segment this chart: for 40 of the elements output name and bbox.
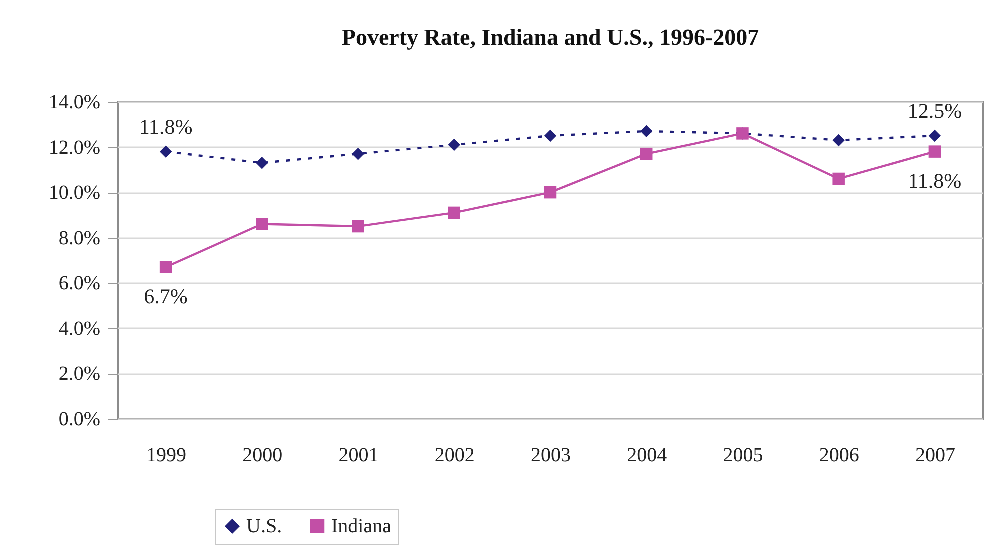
x-tick-label: 2004	[627, 444, 668, 466]
point	[256, 157, 268, 170]
data-label: 11.8%	[908, 168, 962, 193]
y-tick-label: 8.0%	[58, 227, 100, 250]
point	[448, 138, 461, 152]
y-tick-label: 6.0%	[58, 272, 100, 295]
point	[640, 148, 653, 160]
x-tick-label: 2003	[531, 444, 571, 466]
x-tick-label: 2002	[434, 444, 475, 466]
point	[640, 125, 653, 138]
y-tick-label: 14.0%	[48, 92, 100, 114]
y-tick-label: 10.0%	[48, 182, 100, 204]
point	[832, 134, 845, 147]
point	[256, 218, 268, 230]
y-tick-label: 2.0%	[58, 363, 100, 386]
data-label: 11.8%	[139, 114, 193, 139]
point	[448, 206, 461, 220]
point	[160, 146, 172, 158]
point	[352, 220, 364, 233]
chart-title: Poverty Rate, Indiana and U.S., 1996-2007	[342, 25, 760, 50]
point	[352, 148, 364, 160]
point	[928, 146, 942, 158]
data-label: 12.5%	[908, 98, 962, 123]
x-tick-label: 2006	[819, 444, 860, 466]
x-tick-label: 1999	[146, 444, 187, 466]
x-tick-label: 2000	[242, 444, 283, 466]
y-tick-label: 12.0%	[48, 136, 100, 159]
x-tick-label: 2001	[338, 444, 379, 466]
point	[832, 172, 845, 186]
legend-label: U.S.	[246, 515, 282, 538]
y-tick-label: 4.0%	[58, 318, 100, 340]
point	[544, 130, 557, 142]
y-tick-label: 0.0%	[58, 408, 100, 430]
x-tick-label: 2005	[723, 444, 764, 466]
point	[160, 261, 172, 274]
x-tick-label: 2007	[915, 444, 956, 466]
legend-label: Indiana	[332, 515, 392, 538]
point	[928, 130, 942, 142]
data-label: 6.7%	[144, 284, 188, 308]
point	[544, 186, 557, 199]
